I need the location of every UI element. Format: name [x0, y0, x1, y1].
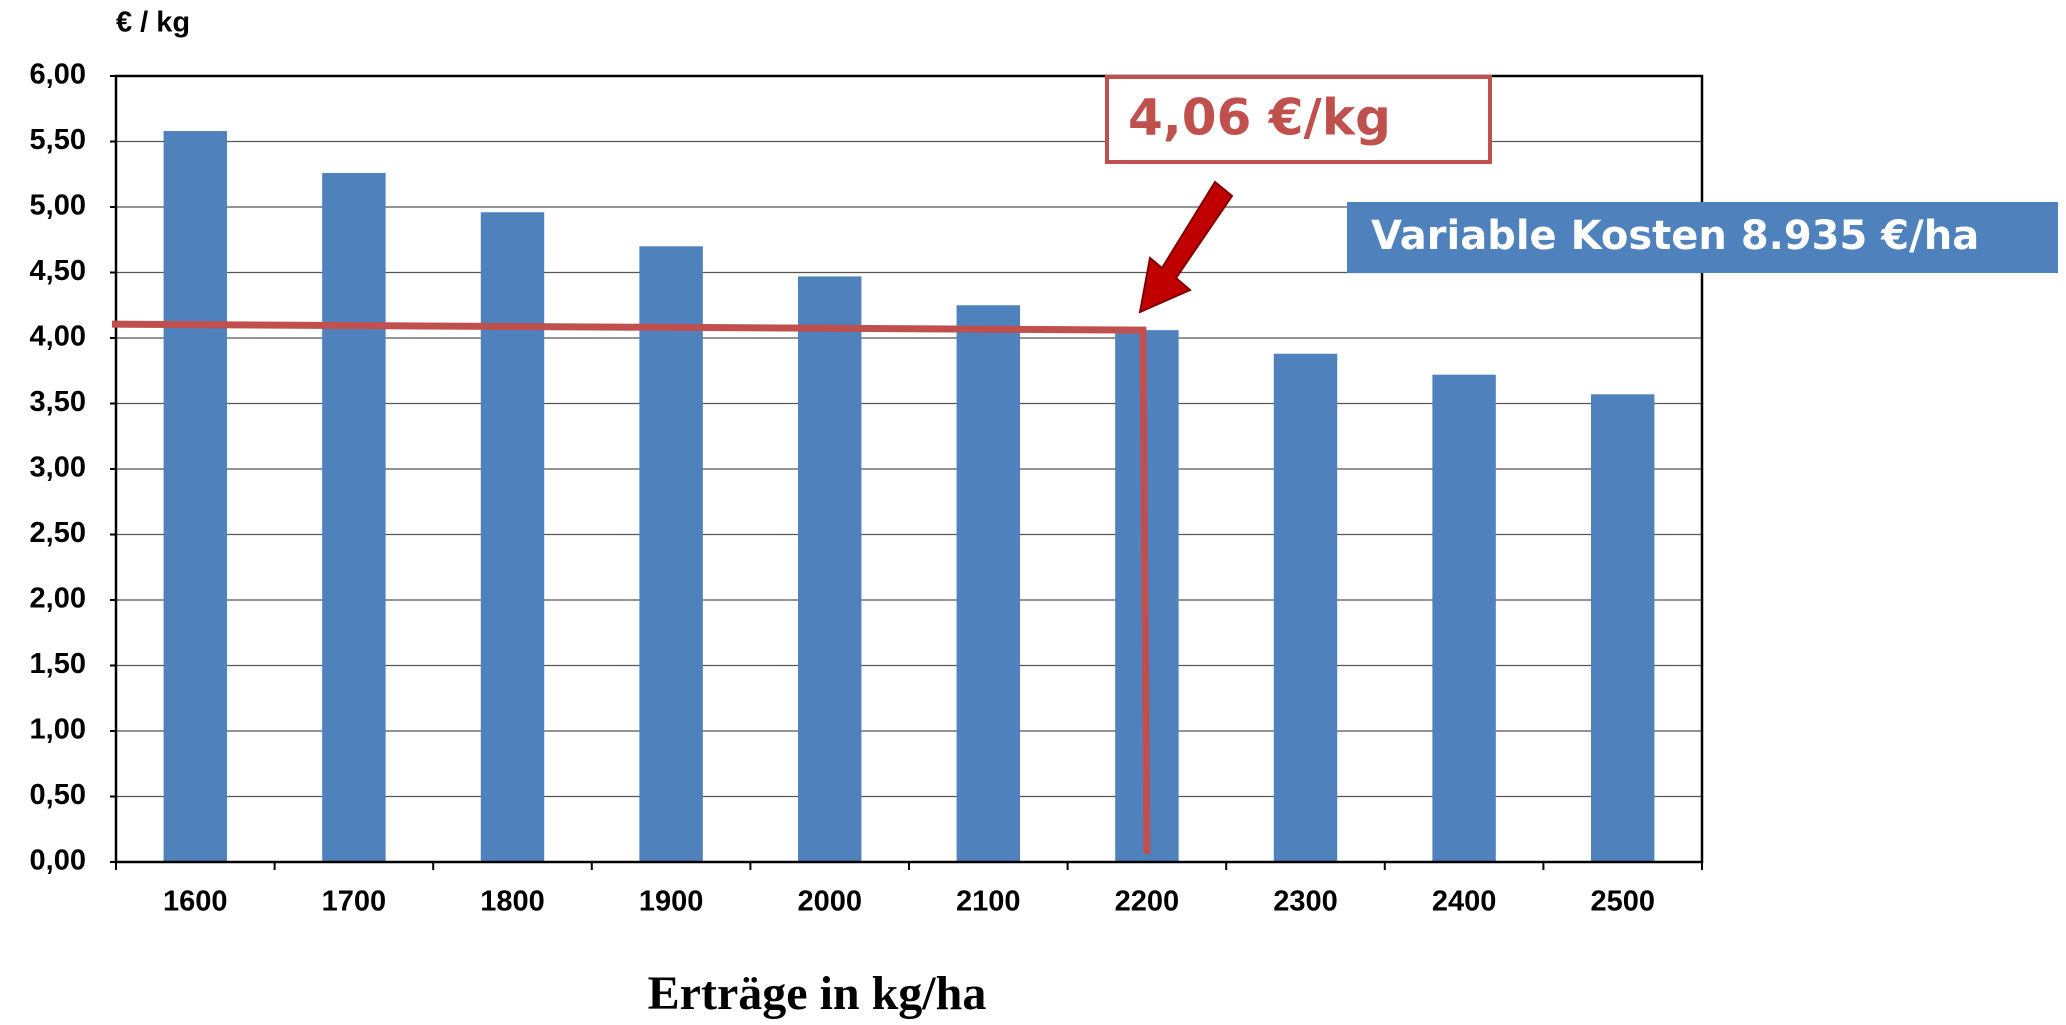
plot-area: 0,00 0,50 1,00 1,50 2,00 2,50 3,00 3,50 4,00 4,50…	[30, 59, 1704, 918]
x-tick-label: 2500	[1590, 886, 1655, 918]
annotation-box	[1105, 75, 1492, 164]
bar	[1273, 353, 1338, 862]
x-axis-label: Erträge in kg/ha	[648, 967, 987, 1020]
bar	[322, 172, 386, 862]
y-tick-label: 4,50	[30, 255, 86, 287]
bar	[1590, 394, 1655, 862]
x-tick-label: 2100	[956, 886, 1021, 918]
x-tick-label: 1700	[322, 886, 387, 918]
x-tick-label: 2000	[797, 886, 862, 918]
bar	[956, 305, 1021, 862]
y-tick-label: 3,00	[30, 452, 86, 484]
annotation: 4,06 €/kg	[1128, 89, 1391, 147]
x-tick-label: 1600	[163, 886, 228, 918]
x-tick-label: 2400	[1432, 886, 1497, 918]
y-tick-label: 1,50	[30, 648, 86, 680]
plot-border	[114, 74, 1704, 864]
x-tick-label: 2200	[1115, 886, 1180, 918]
y-axis-label: € / kg	[116, 7, 190, 39]
bar	[480, 212, 545, 863]
bar	[797, 276, 862, 862]
y-tick-label: 1,00	[30, 714, 86, 746]
y-tick-label: 2,00	[30, 583, 86, 615]
y-tick-label: 6,00	[30, 59, 86, 91]
y-tick-label: 4,00	[30, 321, 86, 353]
y-tick-label: 5,00	[30, 190, 86, 222]
reference-line	[111, 320, 1151, 855]
arrow	[1138, 180, 1234, 314]
x-tick-label: 2300	[1273, 886, 1338, 918]
annotation-box	[1347, 202, 2058, 273]
bar	[1432, 374, 1496, 862]
y-tick-label: 0,00	[30, 845, 86, 877]
annotation: Variable Kosten 8.935 €/ha	[1371, 213, 1979, 259]
x-tick-label: 1800	[480, 886, 545, 918]
y-tick-label: 0,50	[30, 779, 86, 811]
x-tick-label: 1900	[639, 886, 704, 918]
y-tick-label: 2,50	[30, 517, 86, 549]
bar	[639, 246, 703, 863]
y-tick-label: 5,50	[30, 124, 86, 156]
y-tick-label: 3,50	[30, 386, 86, 418]
bar	[163, 131, 228, 862]
